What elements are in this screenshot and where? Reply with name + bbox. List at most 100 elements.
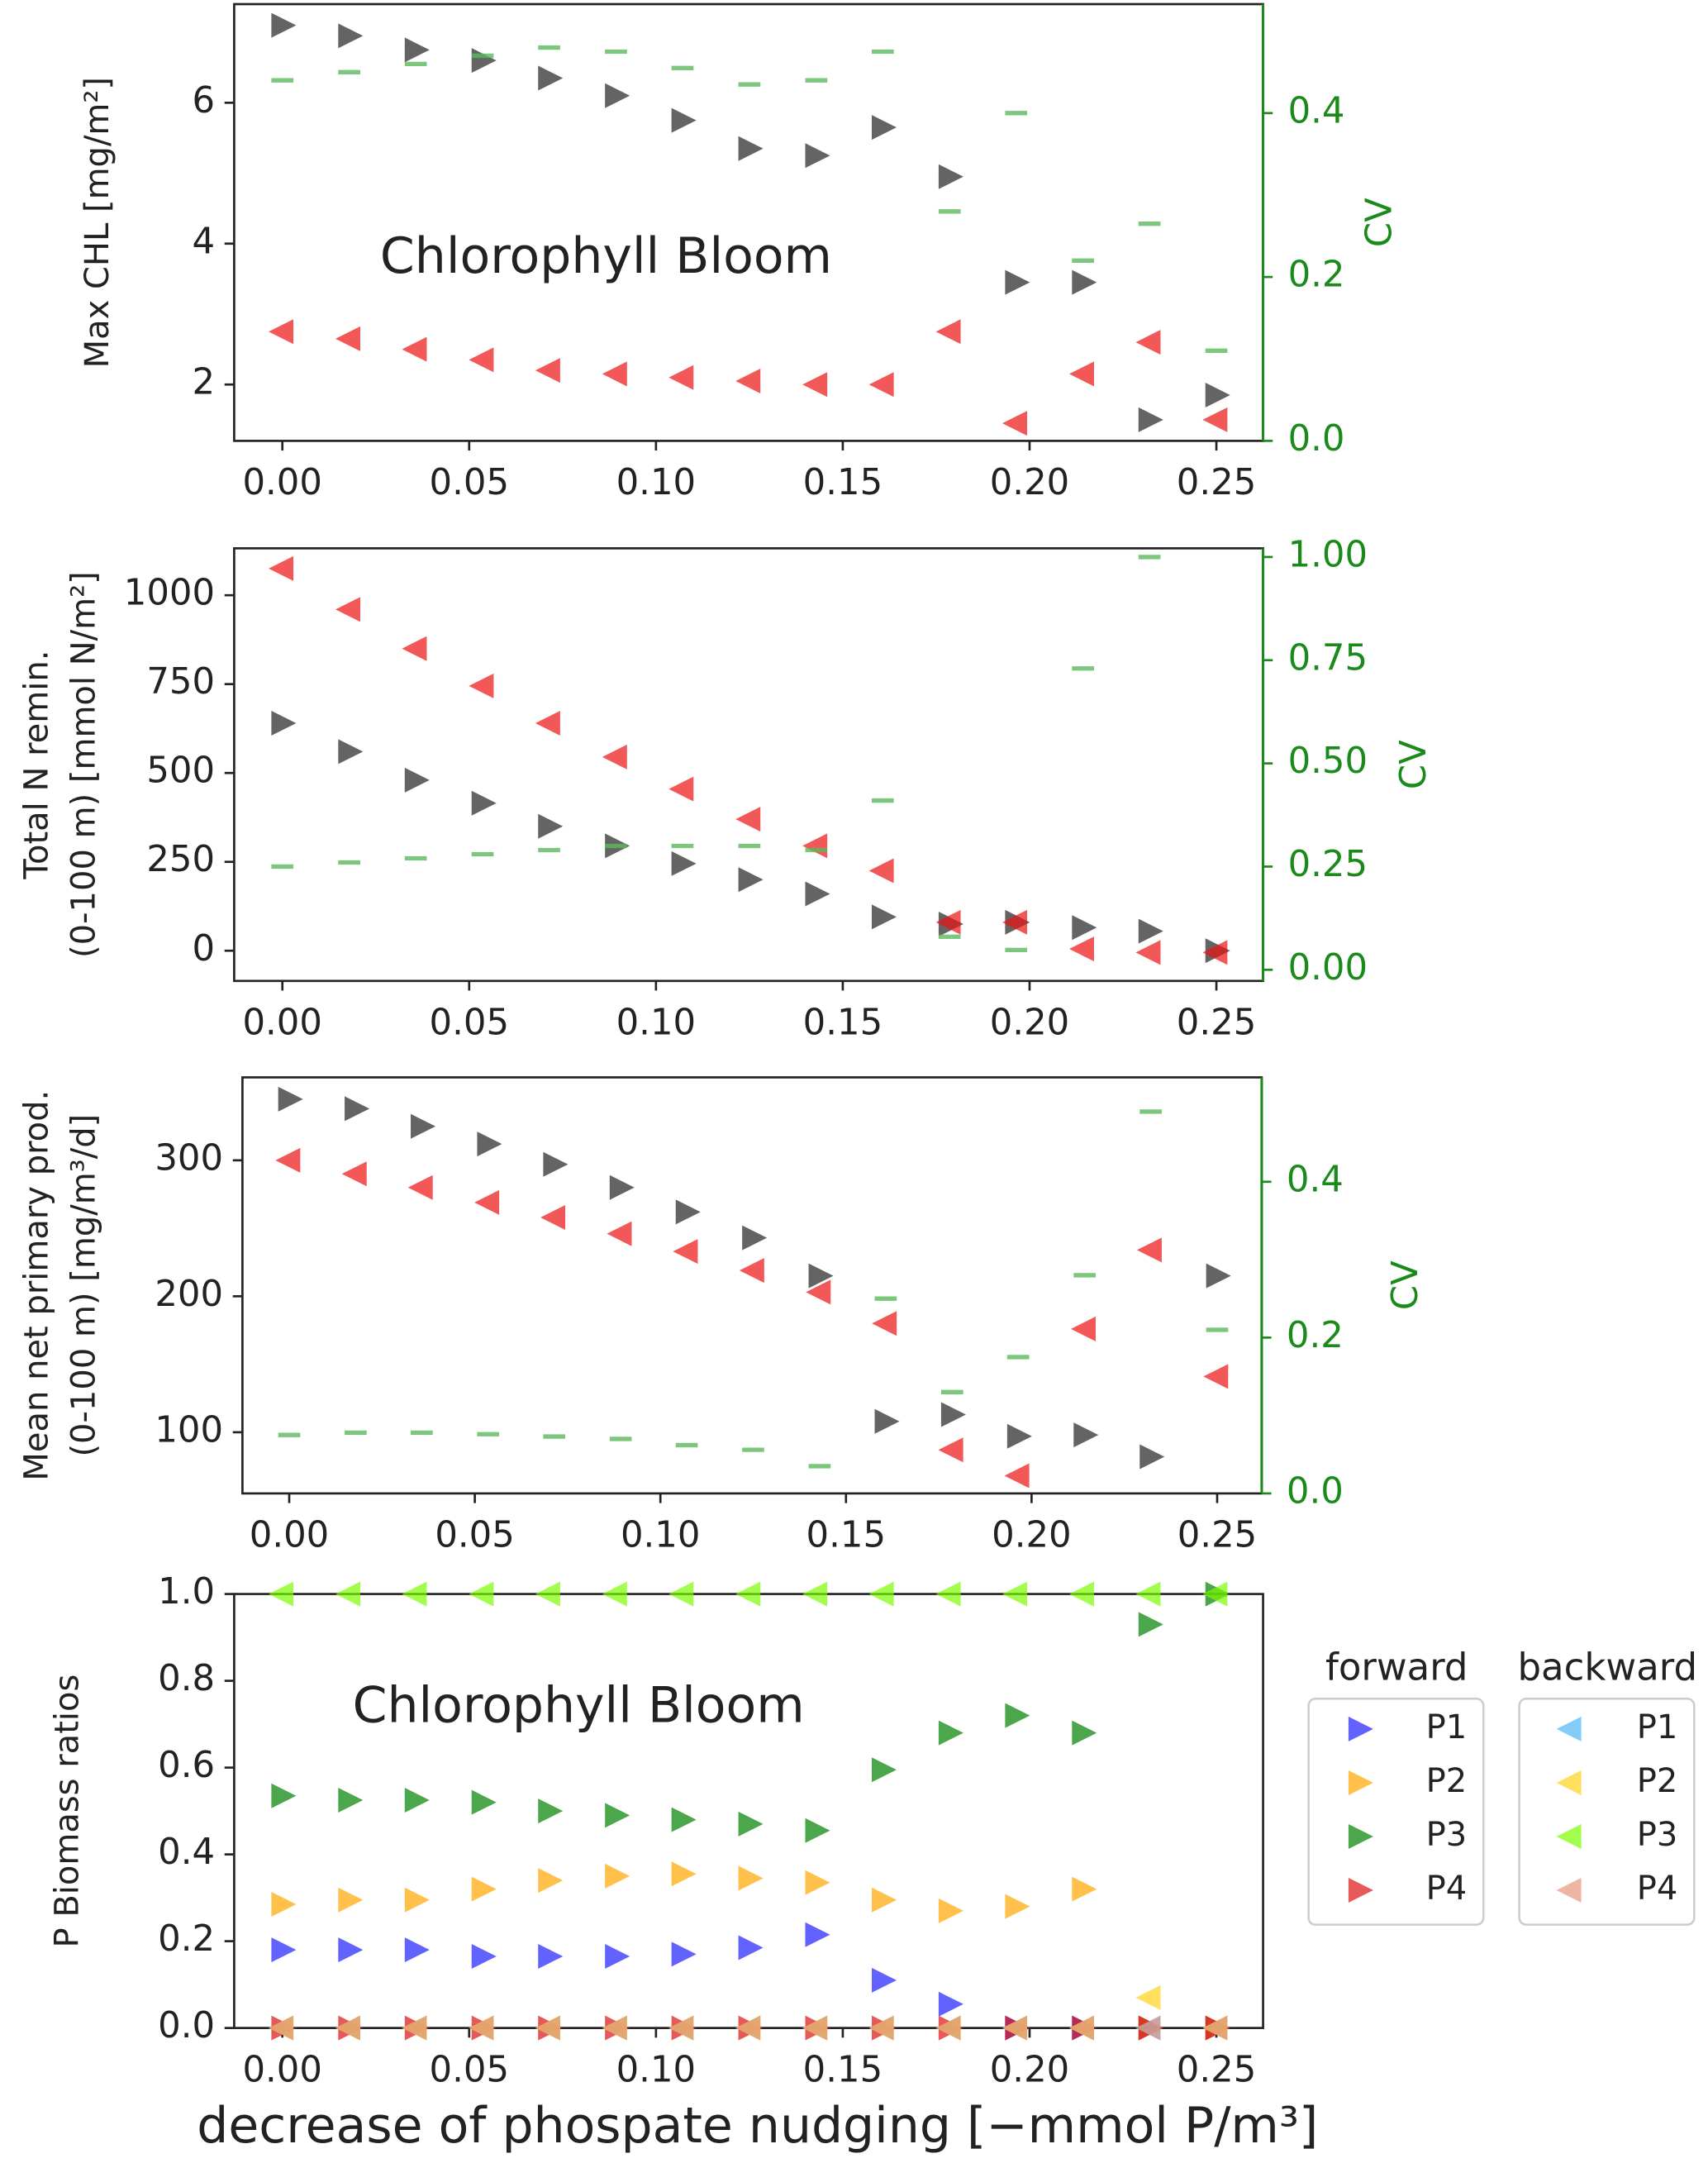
point [602,2015,627,2041]
point [871,115,897,141]
point [935,2015,961,2041]
x-tick-label: 0.25 [1177,1003,1256,1044]
legend-box [1307,1698,1485,1926]
point [742,1225,768,1251]
point [735,368,761,393]
point [275,1147,301,1173]
point [671,1861,697,1887]
point [1073,1422,1099,1448]
y2-tick-label: 1.00 [1288,534,1368,575]
x-tick-label: 0.20 [990,2049,1069,2090]
point [938,1898,963,1923]
point [538,1799,564,1824]
annotation: Chlorophyll Bloom [353,1677,805,1735]
point [1135,1581,1161,1607]
point [471,1789,497,1815]
point [335,2015,360,2041]
y2-tick-label: 0.00 [1288,947,1368,989]
point [404,1787,430,1813]
y2-tick-label: 0.0 [1287,1470,1344,1512]
point [1202,407,1228,432]
point [671,107,697,133]
point [938,1720,963,1746]
point [345,1096,370,1122]
x-tick-label: 0.15 [803,2049,883,2090]
point [404,37,430,63]
y-tick-label: 6 [192,80,215,121]
point [738,136,764,161]
point [871,904,897,930]
x-tick-label: 0.20 [990,462,1069,503]
point [474,1189,500,1215]
point [1138,918,1163,944]
point [1206,1263,1231,1289]
legend-label: P2 [1637,1762,1678,1800]
x-tick-label: 0.10 [621,1515,700,1556]
legend-marker [1556,1716,1582,1741]
point [738,867,764,893]
point [940,1402,966,1427]
point [1004,1463,1030,1489]
point [1138,1612,1163,1637]
legend-label: P1 [1426,1708,1468,1746]
point [402,1581,427,1607]
point [469,347,494,373]
annotation: Chlorophyll Bloom [380,227,832,285]
point [538,1944,564,1970]
plot-frame [233,547,1264,983]
point [404,767,430,793]
point [1205,383,1230,408]
y-tick-label: 4 [192,221,215,262]
point [338,1937,364,1963]
point [543,1151,569,1177]
point [540,1204,566,1230]
point [338,23,364,49]
point [471,48,497,74]
x-tick-label: 0.10 [616,1003,696,1044]
x-tick-label: 0.00 [250,1515,329,1556]
point [1072,269,1097,295]
point [1072,1876,1097,1902]
y-axis-label: (0-100 m) [mmol N/m²] [64,571,102,958]
point [871,1757,897,1783]
point [668,776,694,802]
point [673,1239,698,1265]
y2-tick-label: 0.75 [1288,637,1368,679]
y-tick-label: 1000 [124,573,215,614]
point [868,372,894,398]
y-tick-label: 1.0 [158,1571,215,1613]
point [471,1944,497,1970]
point [735,1581,761,1607]
y2-axis-label: CV [1393,740,1434,789]
x-tick-label: 0.20 [992,1515,1071,1556]
x-tick-label: 0.20 [990,1003,1069,1044]
legend-marker [1348,1823,1373,1849]
point [404,1887,430,1913]
point [738,1935,764,1961]
x-tick-label: 0.25 [1177,462,1256,503]
point [269,319,294,345]
point [1072,1720,1097,1746]
point [671,1807,697,1832]
point [1068,361,1094,387]
point [805,881,830,907]
point [271,1783,297,1808]
point [1202,940,1228,965]
point [338,739,364,765]
y2-tick-label: 0.4 [1287,1159,1344,1200]
y-tick-label: 0.6 [158,1745,215,1786]
point [602,361,627,387]
point [1068,936,1094,962]
legend-label: P3 [1426,1816,1468,1854]
point [871,1887,897,1913]
point [1203,1364,1229,1389]
point [609,1174,635,1200]
y-tick-label: 300 [155,1137,223,1179]
point [671,850,697,876]
point [1138,407,1163,432]
point [341,1161,367,1187]
point [1002,2015,1028,2041]
point [1070,1316,1096,1341]
point [808,1263,834,1289]
y-tick-label: 100 [155,1409,223,1451]
